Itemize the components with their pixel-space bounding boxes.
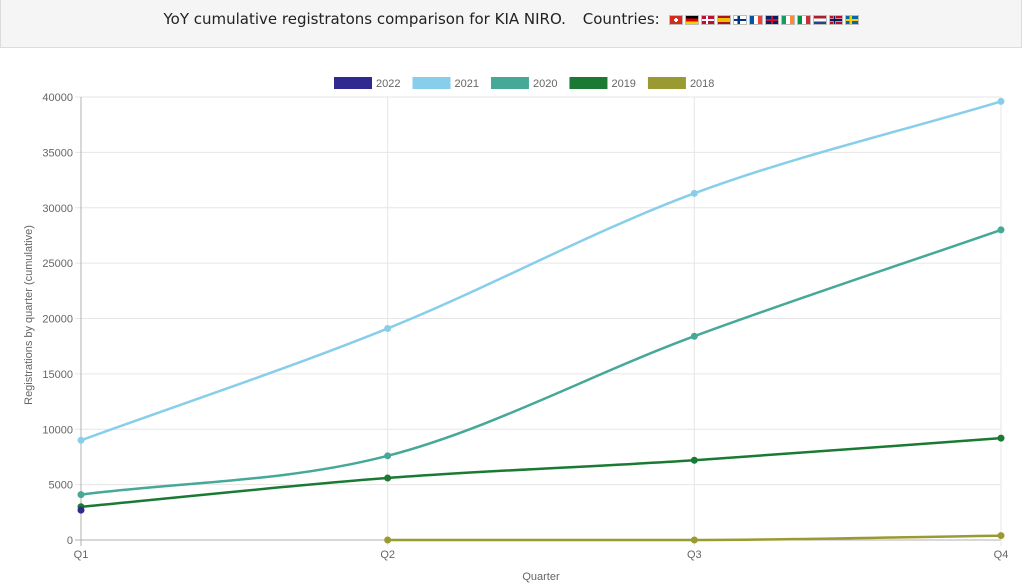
x-tick-label: Q3 xyxy=(687,549,702,561)
ireland-flag-icon xyxy=(780,15,795,25)
data-point-2021 xyxy=(384,324,392,332)
legend-swatch-2018[interactable] xyxy=(647,77,686,89)
y-tick-label: 10000 xyxy=(42,424,73,436)
data-point-2018 xyxy=(690,536,698,544)
country-flags xyxy=(668,15,859,25)
sweden-flag-icon xyxy=(844,15,859,25)
header-bar: YoY cumulative registratons comparison f… xyxy=(0,0,1022,48)
y-tick-label: 35000 xyxy=(42,147,73,159)
series-line-2020 xyxy=(80,228,1002,496)
y-tick-label: 0 xyxy=(67,535,73,547)
legend-label-2018[interactable]: 2018 xyxy=(690,78,714,90)
france-flag-icon xyxy=(748,15,763,25)
series-line-2019 xyxy=(80,436,1002,509)
y-axis-title: Registrations by quarter (cumulative) xyxy=(23,225,35,405)
data-point-2020 xyxy=(384,452,392,460)
data-point-2019 xyxy=(384,474,392,482)
data-point-2020 xyxy=(690,332,698,340)
y-tick-label: 30000 xyxy=(42,203,73,215)
legend-swatch-2020[interactable] xyxy=(490,77,529,89)
spain-flag-icon xyxy=(716,15,731,25)
header-title-row: YoY cumulative registratons comparison f… xyxy=(1,10,1021,28)
data-point-2019 xyxy=(997,434,1005,442)
germany-flag-icon xyxy=(684,15,699,25)
norway-flag-icon xyxy=(828,15,843,25)
uk-flag-icon xyxy=(764,15,779,25)
countries-label: Countries: xyxy=(582,10,660,28)
x-tick-label: Q1 xyxy=(74,549,89,561)
legend-swatch-2022[interactable] xyxy=(334,77,372,89)
y-tick-label: 5000 xyxy=(49,480,73,492)
data-point-2019 xyxy=(690,456,698,464)
legend-swatch-2019[interactable] xyxy=(569,77,608,89)
data-point-2018 xyxy=(997,532,1005,540)
x-tick-label: Q4 xyxy=(994,549,1009,561)
legend-label-2021[interactable]: 2021 xyxy=(454,78,478,90)
series-line-2021 xyxy=(80,100,1002,442)
data-point-2021 xyxy=(997,97,1005,105)
line-chart: Registrations by quarter (cumulative) Qu… xyxy=(23,77,1009,583)
data-point-2021 xyxy=(77,436,85,444)
legend-label-2022[interactable]: 2022 xyxy=(376,78,400,90)
italy-flag-icon xyxy=(796,15,811,25)
x-tick-label: Q2 xyxy=(380,549,395,561)
legend-swatch-2021[interactable] xyxy=(412,77,451,89)
chart-title: YoY cumulative registratons comparison f… xyxy=(163,10,566,28)
data-point-2020 xyxy=(997,226,1005,234)
finland-flag-icon xyxy=(732,15,747,25)
y-tick-label: 20000 xyxy=(42,314,73,326)
x-axis-title: Quarter xyxy=(522,571,560,583)
denmark-flag-icon xyxy=(700,15,715,25)
netherlands-flag-icon xyxy=(812,15,827,25)
data-point-2021 xyxy=(690,189,698,197)
y-tick-label: 25000 xyxy=(42,258,73,270)
legend-label-2019[interactable]: 2019 xyxy=(611,78,635,90)
y-tick-label: 15000 xyxy=(42,369,73,381)
data-point-2022 xyxy=(77,506,85,514)
legend-label-2020[interactable]: 2020 xyxy=(533,78,557,90)
data-point-2018 xyxy=(384,536,392,544)
data-point-2020 xyxy=(77,491,85,499)
switzerland-flag-icon xyxy=(668,15,683,25)
y-tick-label: 40000 xyxy=(42,92,73,104)
